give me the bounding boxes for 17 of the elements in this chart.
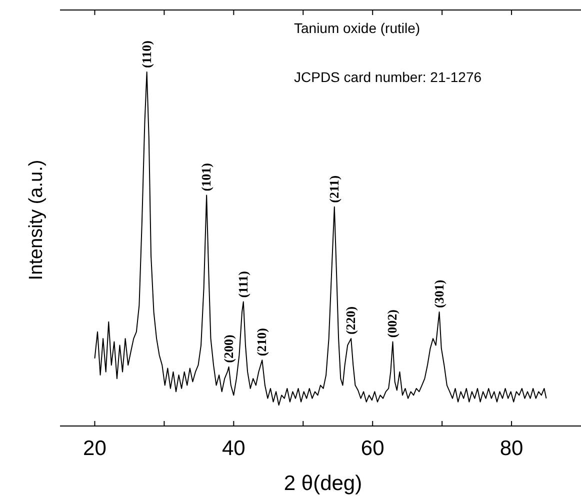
annotation: (200) [220,334,236,363]
x-axis-title: 2 θ(deg) [284,472,362,495]
annotation: (220) [343,306,358,335]
x-tick-label: 60 [360,436,384,460]
annotation: (110) [138,40,154,68]
annotation: (002) [384,310,400,338]
text: Tanium oxide (rutile) [294,20,420,36]
annotation: (210) [254,328,270,356]
annotation: (301) [431,280,446,308]
annotation: (101) [198,163,214,192]
x-tick-label: 20 [83,436,106,460]
annotation: JCPDS card number: 21-1276 [294,69,482,85]
y-axis-title: Intensity (a.u.) [26,160,47,280]
x-tick-label: 40 [222,436,246,460]
annotation: (111) [235,271,250,298]
x-tick-label: 80 [500,436,524,460]
annotation: (211) [326,175,342,203]
